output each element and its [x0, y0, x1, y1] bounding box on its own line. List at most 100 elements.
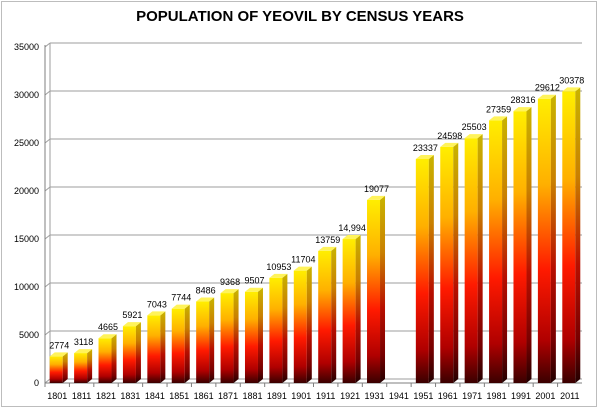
y-tick-label: 10000: [14, 282, 39, 292]
bar-side: [575, 87, 581, 383]
bar-front: [293, 270, 307, 383]
bar-top: [98, 334, 117, 339]
data-label: 23337: [413, 143, 438, 153]
bar: [98, 334, 117, 383]
data-label: 25503: [462, 122, 487, 132]
bar-front: [537, 98, 551, 384]
x-tick-label: 1881: [242, 391, 262, 401]
y-tick-label: 5000: [19, 330, 39, 340]
bar-side: [550, 94, 556, 384]
bar-side: [331, 246, 337, 383]
x-tick-label: 1911: [316, 391, 335, 401]
bar-top: [562, 87, 581, 92]
data-label: 19077: [364, 184, 389, 194]
x-axis: 1801 1811 1821 1831 1841 1851 1861 1871 1881 1891…: [44, 382, 582, 401]
bar: [196, 297, 215, 383]
bar-side: [306, 266, 312, 383]
bar-front: [147, 315, 161, 383]
data-label: 24598: [437, 131, 462, 141]
bar-front: [220, 293, 234, 383]
x-tick-label: 1981: [487, 391, 507, 401]
y-tick-label: 15000: [14, 234, 39, 244]
bar: [464, 134, 483, 383]
data-labels: 2774 3118 4665 5921 7043 7744 8486 9368 95071095…: [49, 75, 584, 350]
bar: [489, 116, 508, 383]
gridline-depth: [44, 378, 51, 384]
x-tick-label: 2011: [560, 391, 579, 401]
x-tick-label: 1851: [169, 391, 189, 401]
bar-side: [87, 349, 93, 383]
y-tick-label: 0: [34, 378, 39, 388]
bar-front: [464, 138, 478, 383]
bar-top: [49, 352, 68, 357]
bar: [244, 287, 263, 383]
bar-front: [562, 91, 576, 383]
bar-side: [428, 154, 434, 383]
x-tick-label: 1901: [291, 391, 311, 401]
bar-front: [342, 239, 356, 383]
data-label: 9368: [220, 277, 240, 287]
gridline-depth: [44, 42, 51, 48]
data-label: 3118: [74, 337, 93, 347]
chart-title: POPULATION OF YEOVIL BY CENSUS YEARS: [136, 8, 464, 25]
bar: [147, 311, 166, 383]
bar-front: [74, 353, 88, 383]
bar-front: [513, 111, 527, 384]
bar: [220, 289, 239, 383]
bar-side: [477, 134, 483, 383]
bar-front: [98, 338, 112, 383]
gridline-depth: [44, 186, 51, 192]
bar-top: [293, 266, 312, 271]
data-label: 28316: [510, 95, 535, 105]
bar-top: [269, 273, 288, 278]
data-label: 14,994: [338, 223, 366, 233]
data-label: 29612: [535, 83, 560, 93]
bar-front: [49, 356, 63, 383]
x-tick-label: 1811: [72, 391, 91, 401]
data-label: 13759: [315, 235, 340, 245]
bar: [293, 266, 312, 383]
bar-top: [342, 235, 361, 240]
x-tick-label: 1921: [340, 391, 360, 401]
x-tick-label: 1821: [96, 391, 116, 401]
bar-side: [282, 273, 288, 383]
bar: [440, 142, 459, 383]
y-tick-label: 30000: [14, 90, 39, 100]
bar: [49, 352, 68, 383]
bar: [122, 322, 141, 383]
bar-top: [318, 246, 337, 251]
x-tick-label: 1871: [218, 391, 238, 401]
gridline-depth: [44, 234, 51, 240]
bar-front: [244, 291, 258, 383]
bar-front: [122, 326, 136, 383]
bar: [415, 154, 434, 383]
bar-top: [171, 304, 190, 309]
x-tick-label: 1841: [145, 391, 165, 401]
bar-top: [513, 107, 532, 112]
gridline-depth: [44, 138, 51, 144]
bar-top: [415, 154, 434, 159]
bar: [74, 349, 93, 383]
bar: [513, 107, 532, 384]
data-label: 7043: [147, 299, 167, 309]
bar-top: [464, 134, 483, 139]
bar-top: [537, 94, 556, 99]
x-tick-label: 1891: [267, 391, 287, 401]
bar-top: [440, 142, 459, 147]
bar-front: [318, 250, 332, 383]
bar-front: [489, 120, 503, 383]
bar-top: [489, 116, 508, 121]
x-tick-label: 1961: [438, 391, 458, 401]
bar: [562, 87, 581, 383]
data-label: 2774: [49, 340, 69, 350]
bar-side: [526, 107, 532, 384]
y-tick-label: 20000: [14, 186, 39, 196]
data-label: 5921: [122, 310, 142, 320]
bar-side: [62, 352, 68, 383]
bar: [342, 235, 361, 383]
data-label: 7744: [171, 293, 191, 303]
x-tick-label: 1951: [413, 391, 433, 401]
bar-side: [233, 289, 239, 383]
y-axis: 0 5000 10000 15000 20000 25000 30000 35000: [14, 42, 46, 388]
bar-side: [111, 334, 117, 383]
